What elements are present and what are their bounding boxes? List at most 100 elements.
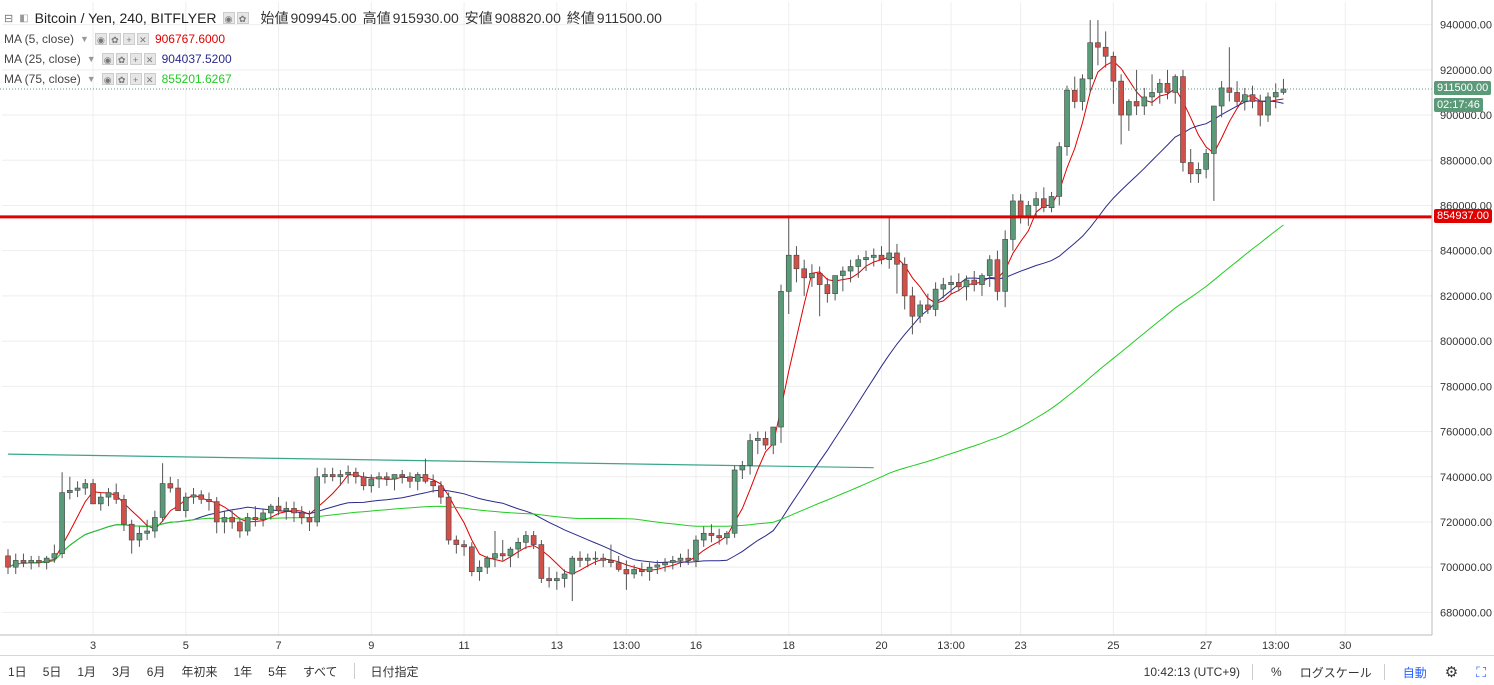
candle — [314, 467, 321, 527]
gear-icon[interactable]: ✿ — [108, 33, 121, 45]
candle — [244, 512, 251, 536]
fullscreen-icon[interactable]: ⛶ — [1476, 663, 1486, 680]
price-chart[interactable]: 680000.00 700000.00 720000.00 740000.00 7600… — [0, 0, 1494, 655]
candle — [662, 558, 668, 572]
close-icon[interactable]: ✕ — [143, 53, 156, 65]
candle — [221, 510, 228, 534]
bottom-toolbar: 1日 5日 1月 3月 6月 年初来 1年 5年 すべて 日付指定 10:42:… — [0, 655, 1494, 685]
chevron-down-icon[interactable]: ▼ — [86, 74, 96, 84]
y-tick-label: 780000.00 — [1440, 381, 1492, 393]
horizontal-line-layer[interactable] — [0, 88, 1432, 219]
plus-icon[interactable]: + — [129, 73, 142, 85]
range-all-button[interactable]: すべて — [302, 665, 338, 679]
candle-body — [623, 569, 630, 575]
eye-icon[interactable]: ◉ — [94, 33, 107, 45]
toolbar-right: 10:42:13 (UTC+9) % ログスケール 自動 ⚙ ⛶ — [1126, 663, 1486, 682]
candle — [1141, 87, 1148, 116]
candle — [669, 555, 676, 570]
candle — [515, 537, 521, 559]
range-3m-button[interactable]: 3月 — [112, 665, 131, 679]
candle-body — [793, 254, 800, 270]
candle-body — [430, 480, 436, 487]
candle-body — [1249, 94, 1256, 102]
auto-scale-toggle[interactable]: 自動 — [1402, 665, 1427, 680]
candle-body — [391, 474, 398, 480]
candle-body — [314, 476, 321, 523]
candle-body — [268, 505, 274, 514]
candle-body — [422, 474, 429, 482]
candle — [824, 277, 831, 303]
candle-body — [569, 557, 576, 575]
range-ytd-button[interactable]: 年初来 — [181, 665, 218, 679]
range-1d-button[interactable]: 1日 — [8, 665, 27, 679]
clock[interactable]: 10:42:13 (UTC+9) — [1143, 665, 1241, 679]
candle-body — [948, 282, 954, 285]
candle — [840, 266, 846, 292]
candle — [175, 479, 181, 511]
candle — [870, 248, 877, 267]
candle — [584, 553, 591, 568]
candle-body — [144, 530, 150, 534]
candle — [414, 472, 421, 491]
candle — [1133, 69, 1140, 116]
close-icon[interactable]: ✕ — [143, 73, 156, 85]
range-1m-button[interactable]: 1月 — [77, 665, 97, 679]
candle — [152, 510, 158, 538]
range-1y-button[interactable]: 1年 — [233, 665, 253, 679]
symbol-legend: ⊟ ◧ Bitcoin / Yen, 240, BITFLYER ◉ ✿ 始値 9… — [4, 8, 664, 28]
candle-body — [113, 492, 120, 500]
log-scale-toggle[interactable]: ログスケール — [1299, 665, 1372, 680]
plus-icon[interactable]: + — [129, 53, 142, 65]
gear-icon[interactable]: ✿ — [236, 12, 249, 24]
range-6m-button[interactable]: 6月 — [146, 665, 166, 679]
candle-body — [383, 476, 390, 480]
candle — [453, 535, 460, 554]
candle — [1249, 85, 1256, 109]
eye-icon[interactable]: ◉ — [101, 53, 114, 65]
gear-icon[interactable]: ✿ — [115, 53, 128, 65]
plus-icon[interactable]: + — [122, 33, 135, 45]
percent-toggle[interactable]: % — [1271, 665, 1282, 679]
chevron-down-icon[interactable]: ▼ — [80, 34, 89, 44]
x-tick-label: 7 — [275, 640, 281, 652]
candle-body — [322, 474, 328, 478]
candle-body — [1041, 198, 1047, 209]
range-5y-button[interactable]: 5年 — [268, 665, 287, 679]
candle — [963, 275, 970, 301]
ma5-label: MA (5, close) — [4, 32, 75, 46]
gear-icon[interactable]: ⚙ — [1444, 664, 1459, 681]
candle-body — [105, 492, 112, 498]
chevron-down-icon[interactable]: ▼ — [86, 54, 96, 64]
candle — [128, 519, 135, 554]
candle-body — [43, 557, 50, 563]
candle-body — [407, 476, 413, 482]
candle — [383, 472, 390, 486]
candle — [461, 540, 467, 556]
trendline-layer[interactable] — [7, 453, 874, 469]
candle — [252, 506, 259, 527]
candle-body — [816, 272, 823, 285]
gear-icon[interactable]: ✿ — [115, 73, 128, 85]
candle — [894, 243, 900, 294]
x-tick-label: 23 — [1015, 640, 1027, 652]
candle — [1203, 148, 1209, 179]
candle-body — [20, 560, 27, 563]
candle — [677, 553, 684, 568]
close-icon[interactable]: ✕ — [136, 33, 149, 45]
date-range-button[interactable]: 日付指定 — [370, 665, 419, 679]
candle — [1164, 69, 1171, 100]
range-5d-button[interactable]: 5日 — [42, 665, 62, 679]
x-tick-label: 16 — [690, 640, 702, 652]
eye-icon[interactable]: ◉ — [101, 73, 114, 85]
candle — [90, 479, 96, 505]
candle — [167, 476, 174, 493]
candle-body — [963, 279, 970, 288]
candle — [1156, 78, 1163, 104]
eye-icon[interactable]: ◉ — [222, 12, 235, 24]
candle — [499, 540, 506, 561]
collapse-icon[interactable]: ⊟ — [4, 12, 14, 25]
candle — [1226, 47, 1233, 102]
candle-body — [5, 555, 11, 568]
candle — [623, 560, 630, 590]
